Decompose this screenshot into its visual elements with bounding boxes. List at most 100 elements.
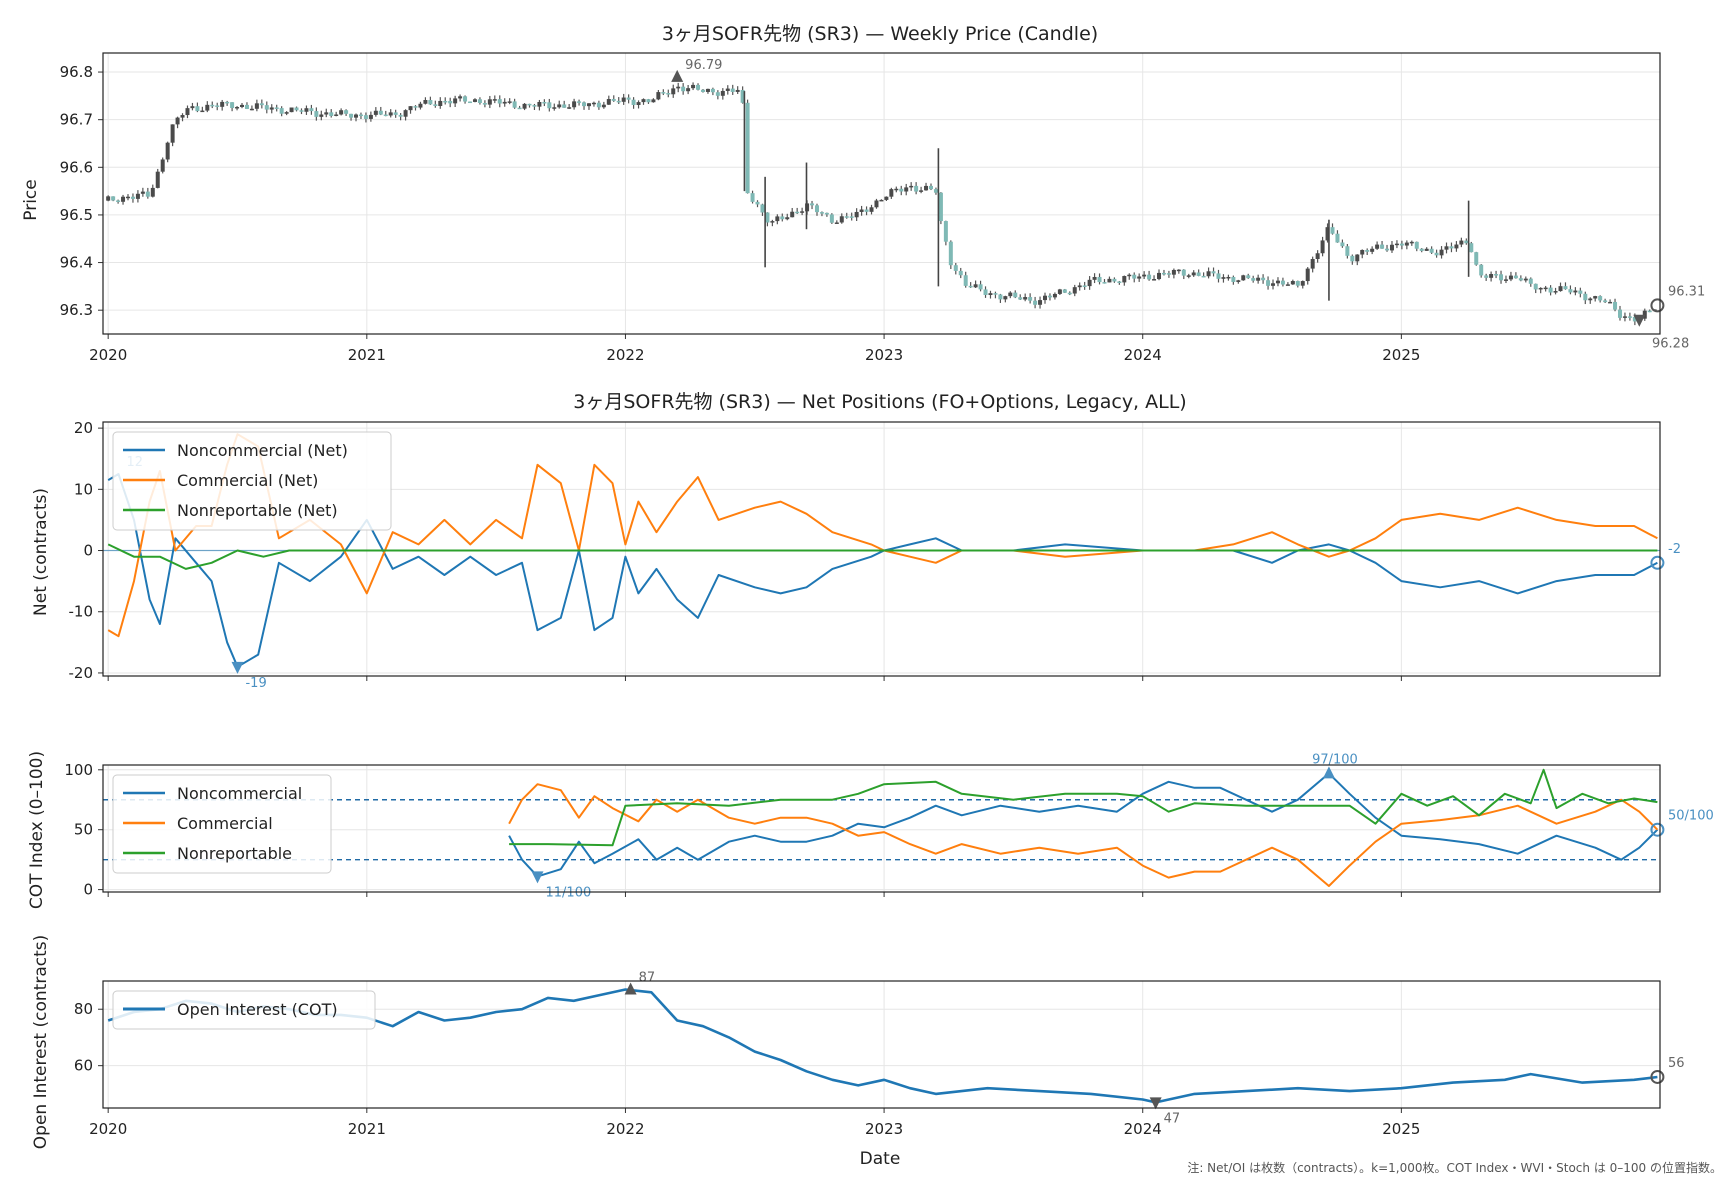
annotation-marker — [1650, 298, 1665, 313]
legend-label: Nonreportable — [177, 844, 292, 863]
price-panel: 96.3 96.4 96.5 96.6 96.7 96.8 2020 2021 2022 2023… — [60, 52, 1705, 364]
candle-body — [438, 100, 443, 106]
candle-body — [160, 159, 165, 172]
candle-body — [1186, 275, 1191, 277]
candle-body — [567, 107, 572, 109]
candle-body — [666, 93, 671, 95]
candle-body — [1598, 296, 1603, 301]
candle-body — [671, 88, 676, 95]
y-tick-label: -10 — [69, 603, 94, 621]
candle-body — [289, 107, 294, 113]
candle-body — [1444, 246, 1449, 250]
candle-body — [130, 196, 135, 199]
candle-body — [819, 212, 824, 214]
candle-body — [319, 114, 324, 117]
candle-body — [329, 112, 334, 116]
candle-body — [279, 108, 284, 114]
candle-body — [983, 289, 988, 295]
candle-body — [651, 99, 656, 103]
oi-ylabel: Open Interest (contracts) — [31, 935, 51, 1149]
legend-label: Noncommercial — [177, 784, 302, 803]
candle-body — [155, 171, 160, 188]
candle-body — [770, 221, 775, 223]
candle-body — [1533, 283, 1538, 290]
candle-body — [1573, 290, 1578, 293]
candle-body — [299, 110, 304, 112]
candle-body — [150, 187, 155, 197]
candle-body — [1226, 276, 1231, 279]
candle-body — [354, 114, 359, 118]
candle-body — [572, 101, 577, 108]
candle-body — [720, 90, 725, 96]
candle-body — [1578, 290, 1583, 294]
x-tick-label: 2020 — [89, 346, 127, 364]
candle-body — [1538, 287, 1543, 290]
candle-body — [1499, 274, 1504, 281]
candle-body — [1340, 242, 1345, 247]
y-tick-label: 80 — [74, 1000, 93, 1018]
candle-body — [1280, 280, 1285, 285]
legend-label: Commercial (Net) — [177, 471, 318, 490]
annotation-label: 97/100 — [1312, 752, 1358, 767]
candle-body — [111, 196, 116, 201]
candle-body — [993, 293, 998, 295]
candle-body — [735, 89, 740, 92]
candle-body — [418, 103, 423, 108]
candle-body — [696, 84, 701, 90]
y-tick-label: 20 — [74, 419, 93, 437]
candle-body — [1102, 282, 1107, 284]
candle-body — [824, 212, 829, 215]
candle-body — [1489, 274, 1494, 278]
candle-body — [1414, 241, 1419, 249]
candle-body — [1503, 279, 1508, 281]
candle-body — [611, 99, 616, 101]
candle-body — [304, 108, 309, 112]
candle-body — [1548, 287, 1553, 293]
candle-body — [463, 96, 468, 102]
annotation-marker — [1650, 822, 1665, 837]
candle-body — [314, 111, 319, 117]
candle-body — [1419, 248, 1424, 251]
candle-body — [686, 88, 691, 92]
candle-body — [998, 294, 1003, 300]
net-title: 3ヶ月SOFR先物 (SR3) — Net Positions (FO+Opti… — [573, 391, 1186, 413]
candle-body — [1409, 241, 1414, 244]
candle-body — [240, 104, 245, 107]
candle-body — [899, 188, 904, 192]
candle-body — [621, 97, 626, 102]
candle-body — [1439, 249, 1444, 256]
annotation-marker — [1322, 766, 1335, 779]
candle-body — [1082, 285, 1087, 287]
candle-body — [582, 102, 587, 107]
candle-body — [482, 102, 487, 105]
candle-body — [1122, 276, 1127, 283]
candle-body — [626, 97, 631, 100]
candle-body — [453, 98, 458, 104]
candle-body — [1588, 298, 1593, 301]
candle-body — [334, 114, 339, 116]
plot-frame — [102, 980, 1661, 1109]
annotation-marker — [1633, 314, 1646, 327]
candle-body — [859, 209, 864, 212]
candle-body — [403, 110, 408, 117]
candle-body — [413, 106, 418, 108]
candle-body — [492, 99, 497, 101]
candle-body — [646, 99, 651, 103]
candle-body — [1023, 297, 1028, 300]
candle-body — [512, 101, 517, 108]
candle-body — [1057, 289, 1062, 294]
annotation-label: 87 — [639, 970, 656, 985]
candle-body — [1429, 248, 1434, 253]
annotation-marker — [1149, 1097, 1162, 1110]
candle-body — [527, 103, 532, 106]
candle-body — [1092, 276, 1097, 280]
candle-body — [121, 196, 126, 202]
candle-body — [205, 104, 210, 111]
candle-body — [681, 86, 686, 92]
y-tick-label: 96.3 — [60, 301, 93, 319]
candle-body — [522, 103, 527, 109]
candle-body — [1365, 249, 1370, 252]
candle-body — [1404, 242, 1409, 246]
